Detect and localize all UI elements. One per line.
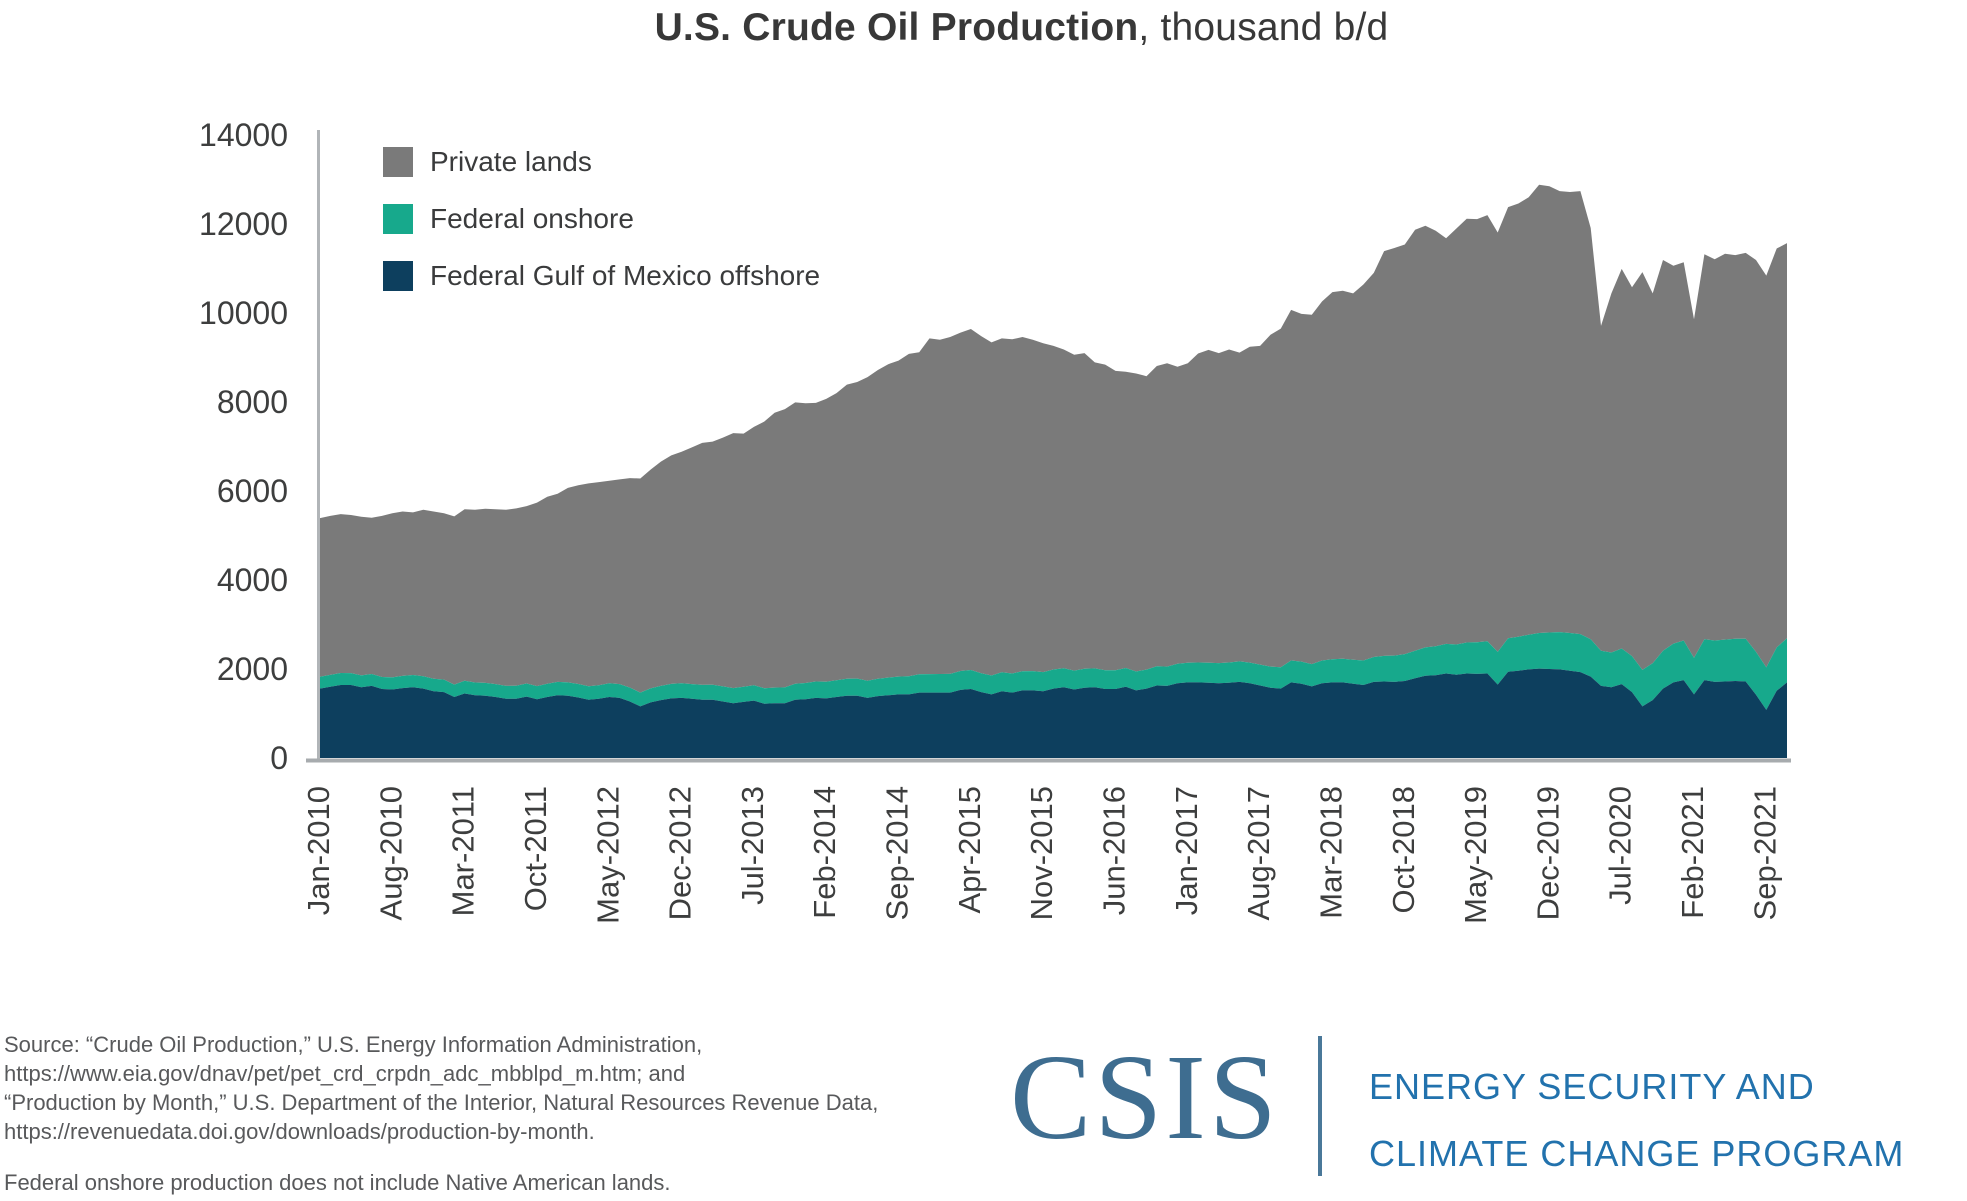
legend-swatch-private-lands	[383, 147, 413, 177]
area-private-lands	[320, 184, 1787, 693]
y-tick-label: 6000	[217, 473, 288, 509]
source-line-3: “Production by Month,” U.S. Department o…	[4, 1090, 879, 1115]
legend-swatch-federal-onshore	[383, 204, 413, 234]
x-tick-label: Jun-2016	[1096, 786, 1131, 915]
x-tick-label: Oct-2011	[518, 786, 553, 911]
x-tick-label: Nov-2015	[1024, 786, 1059, 920]
chart-canvas: 0 2000 4000 6000 8000 10000 12000 14000 Jan-2010…	[199, 117, 1791, 924]
y-tick-label: 14000	[199, 117, 288, 153]
legend-label-private-lands: Private lands	[430, 146, 592, 177]
x-tick-label: Feb-2014	[807, 786, 842, 919]
x-tick-label: Sep-2021	[1747, 786, 1782, 920]
source-line-2: https://www.eia.gov/dnav/pet/pet_crd_crp…	[4, 1061, 686, 1086]
y-tick-label: 10000	[199, 295, 288, 331]
area-federal-onshore	[320, 632, 1787, 710]
legend-label-federal-gulf-offshore: Federal Gulf of Mexico offshore	[430, 260, 821, 291]
x-tick-label: Mar-2018	[1313, 786, 1348, 919]
y-tick-label: 8000	[217, 384, 288, 420]
chart-legend: Private lands Federal onshore Federal Gu…	[383, 146, 821, 318]
legend-label-federal-onshore: Federal onshore	[430, 203, 634, 234]
x-tick-label: Sep-2014	[880, 786, 915, 920]
y-tick-label: 0	[270, 740, 288, 776]
x-tick-label: Jan-2017	[1169, 786, 1204, 915]
legend-item-federal-onshore: Federal onshore	[383, 203, 820, 234]
csis-logo: CSIS	[1010, 1030, 1280, 1165]
x-tick-label: Aug-2017	[1241, 786, 1276, 920]
x-tick-label: May-2012	[590, 786, 625, 924]
program-name: ENERGY SECURITY AND CLIMATE CHANGE PROGR…	[1369, 1053, 1904, 1187]
chart-title: U.S. Crude Oil Production, thousand b/d	[0, 6, 1967, 50]
x-tick-label: Feb-2021	[1675, 786, 1710, 919]
chart-title-main: U.S. Crude Oil Production	[654, 6, 1139, 49]
footnote: Federal onshore production does not incl…	[4, 1170, 671, 1195]
source-line-1: Source: “Crude Oil Production,” U.S. Ene…	[4, 1032, 703, 1057]
csis-logo-divider	[1318, 1036, 1322, 1176]
x-tick-label: Jul-2020	[1603, 786, 1638, 905]
program-name-line-1: ENERGY SECURITY AND	[1369, 1066, 1815, 1107]
x-tick-label: Apr-2015	[952, 786, 987, 914]
y-tick-label: 12000	[199, 206, 288, 242]
x-tick-label: Dec-2012	[663, 786, 698, 920]
y-tick-label: 4000	[217, 562, 288, 598]
x-tick-label: May-2019	[1458, 786, 1493, 924]
source-citation: Source: “Crude Oil Production,” U.S. Ene…	[4, 1030, 878, 1146]
legend-item-federal-gulf-offshore: Federal Gulf of Mexico offshore	[383, 260, 821, 291]
chart-title-units: , thousand b/d	[1138, 6, 1389, 49]
x-tick-label: Mar-2011	[446, 786, 481, 916]
y-tick-label: 2000	[217, 651, 288, 687]
x-tick-label: Oct-2018	[1386, 786, 1421, 914]
stacked-area-chart: 0 2000 4000 6000 8000 10000 12000 14000 Jan-2010…	[199, 117, 1791, 924]
x-tick-label: Jul-2013	[735, 786, 770, 905]
x-tick-label: Aug-2010	[373, 786, 408, 920]
x-tick-label: Dec-2019	[1530, 786, 1565, 920]
legend-item-private-lands: Private lands	[383, 146, 820, 177]
source-line-4: https://revenuedata.doi.gov/downloads/pr…	[4, 1119, 595, 1144]
legend-swatch-federal-gulf-offshore	[383, 261, 413, 291]
area-federal-gulf-offshore	[320, 668, 1787, 758]
program-name-line-2: CLIMATE CHANGE PROGRAM	[1369, 1133, 1905, 1174]
x-tick-label: Jan-2010	[301, 786, 336, 915]
